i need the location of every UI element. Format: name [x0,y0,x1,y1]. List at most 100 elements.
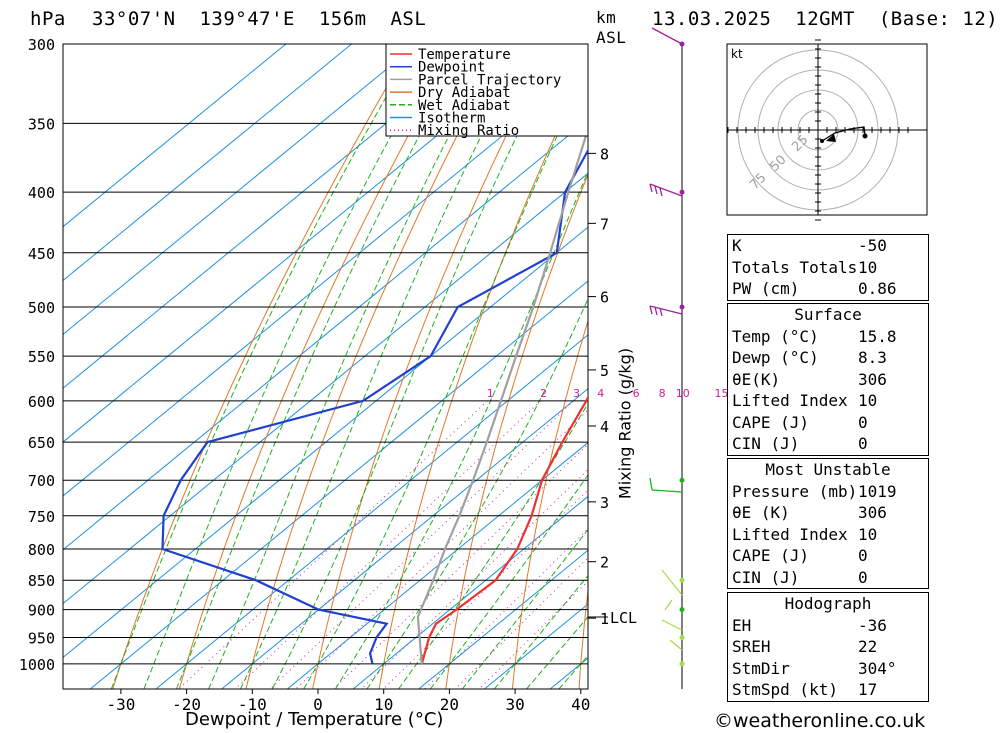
km-tick-label: 3 [600,494,609,512]
wet-adiabat-line [334,170,588,689]
mixing-ratio-line [478,580,588,689]
index-row: θE (K) 306 [728,502,928,524]
plot-frame [62,43,589,690]
credit-text: ©weatheronline.co.uk [714,710,926,732]
legend-label: Isotherm [418,111,485,127]
isotherm-line [352,495,588,689]
x-tick-label: 10 [374,695,393,714]
dry-adiabat-line [445,173,588,689]
wet-adiabat-line [271,44,563,689]
index-value: -36 [858,615,887,635]
pressure-tick-label: 850 [28,572,55,590]
index-value: 8.3 [858,348,887,367]
index-row: Pressure (mb) 1019 [728,481,928,503]
wind-level-dot [679,304,685,310]
mixing-ratio-label: 8 [659,387,666,400]
index-row: CIN (J) 0 [728,433,928,455]
legend-box [385,43,589,137]
index-label: Dewp (°C) [732,348,819,367]
hodograph-trace [821,126,866,142]
index-label: Lifted Index [732,391,848,410]
x-tick-label: 0 [313,695,323,714]
index-row: StmSpd (kt) 17 [728,679,928,701]
mixing-ratio-line [234,400,541,689]
wind-level-dot [679,634,685,640]
panel-title: Surface [794,305,862,324]
index-row: Dewp (°C) 8.3 [728,347,928,369]
index-label: Temp (°C) [732,326,819,346]
index-label: θE(K) [732,369,781,389]
index-value: 0 [858,434,868,453]
legend-label: Mixing Ratio [418,123,519,139]
pressure-tick-label: 350 [28,115,55,133]
x-tick-label: -20 [172,695,201,714]
index-value: -50 [858,236,887,255]
index-value: 304° [858,658,897,678]
pressure-tick-label: 650 [28,434,55,452]
hodograph-point [820,139,824,143]
index-value: 10 [858,257,878,277]
pressure-unit-label: hPa [30,8,66,30]
dry-adiabat-line [178,44,459,689]
wet-adiabat-line [398,402,588,689]
wind-barb [651,27,683,45]
dry-adiabat-line [245,44,506,689]
pressure-tick-label: 500 [28,299,55,317]
index-value: 15.8 [858,326,897,346]
wet-adiabat-line [461,528,588,689]
km-tick-label: 1 [600,610,609,628]
wind-level-dot [679,607,685,613]
index-label: K [732,236,742,255]
asl-label: ASL [596,28,627,47]
index-label: EH [732,615,752,635]
index-row: Totals Totals 10 [728,257,928,279]
legend-label: Wet Adiabat [418,98,511,114]
mixing-ratio-label: 15 [715,387,729,400]
index-label: StmSpd (kt) [732,680,838,699]
mixing-ratio-label: 6 [633,387,640,400]
wet-adiabat-line [526,616,588,689]
mixing-ratio-label: 1 [487,387,494,400]
panel-title: Most Unstable [765,460,891,479]
index-value: 1019 [858,481,897,501]
index-value: 306 [858,503,887,522]
pressure-tick-label: 600 [28,393,55,411]
wet-adiabat-line [303,68,588,689]
pressure-tick-label: 750 [28,508,55,526]
x-tick-label: -10 [238,695,267,714]
wet-adiabat-line [208,44,499,689]
index-label: θE (K) [732,503,790,522]
index-row: CIN (J) 0 [728,567,928,589]
storm-motion-marker [826,134,836,142]
isotherm-line [418,549,588,689]
index-value: 0 [858,546,868,565]
index-label: Totals Totals [732,257,858,277]
index-row: EH -36 [728,615,928,637]
index-value: 10 [858,391,878,410]
index-row: Lifted Index 10 [728,524,928,546]
index-label: SREH [732,637,771,656]
pressure-tick-label: 700 [28,472,55,490]
isotherm-line [63,118,588,551]
wind-level-dot [679,477,685,483]
wind-barb [661,569,683,651]
isotherm-line [63,44,287,228]
dry-adiabat-line [378,63,588,689]
hodograph-unit-label: kt [731,47,743,61]
isotherm-line [63,44,549,443]
legend-label: Dewpoint [418,60,485,76]
index-label: StmDir [732,658,790,678]
x-tick-label: 30 [505,695,524,714]
mixing-ratio-line [424,528,588,689]
dry-adiabat-line [112,44,413,689]
isotherm-line [221,388,588,689]
pressure-tick-label: 300 [28,36,55,54]
index-value: 22 [858,637,878,656]
index-label: CIN (J) [732,567,800,587]
index-row: θE(K) 306 [728,369,928,391]
dewpoint-profile [161,148,588,665]
mixing-ratio-axis-label: Mixing Ratio (g/kg) [615,347,635,500]
pressure-tick-label: 800 [28,541,55,559]
index-row: CAPE (J) 0 [728,412,928,434]
